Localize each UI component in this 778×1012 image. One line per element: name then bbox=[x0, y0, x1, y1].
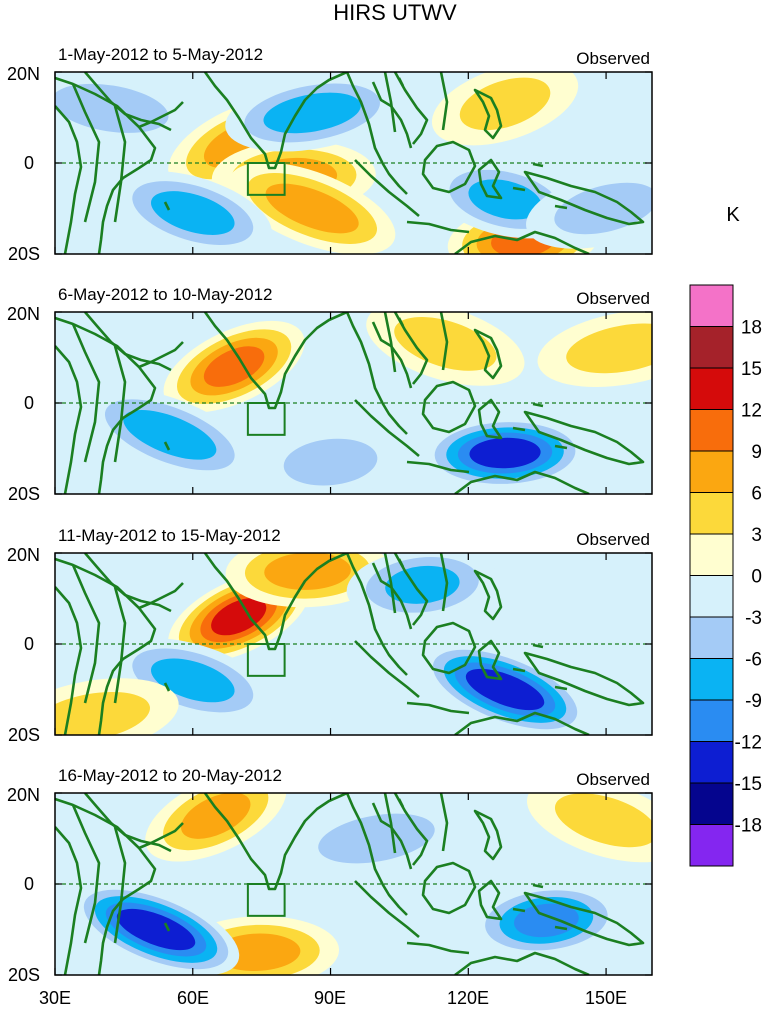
colorbar-swatch bbox=[689, 824, 734, 867]
colorbar-tick-label: 12 bbox=[741, 401, 762, 422]
anomaly-contour bbox=[123, 410, 217, 460]
anomaly-contour bbox=[554, 793, 652, 848]
anomaly-contour bbox=[394, 316, 497, 371]
anomaly-contour bbox=[469, 437, 541, 469]
panel-observed-tag: Observed bbox=[576, 289, 650, 308]
lat-label: 0 bbox=[24, 634, 34, 654]
lat-label: 20N bbox=[7, 304, 40, 324]
lat-label: 20N bbox=[7, 64, 40, 84]
colorbar-swatch bbox=[689, 409, 734, 452]
lat-label: 20N bbox=[7, 545, 40, 565]
colorbar-swatch bbox=[689, 616, 734, 659]
panel-observed-tag: Observed bbox=[576, 770, 650, 789]
panel-observed-tag: Observed bbox=[576, 530, 650, 549]
anomaly-contour bbox=[116, 908, 196, 951]
longitude-axis: 30E 60E 90E 120E 150E bbox=[39, 988, 627, 1008]
study-region-box bbox=[246, 883, 286, 917]
colorbar-tick-label: -18 bbox=[735, 816, 762, 837]
map-panel-2: 20N 0 20S 6-May-2012 to 10-May-2012 Observed bbox=[7, 285, 653, 504]
colorbar-tick-label: 18 bbox=[741, 318, 762, 339]
colorbar-tick-label: -6 bbox=[745, 650, 762, 671]
anomaly-field bbox=[55, 72, 652, 254]
anomaly-contour bbox=[180, 793, 251, 839]
anomaly-contour bbox=[263, 92, 361, 134]
colorbar-tick-label: 6 bbox=[751, 484, 762, 505]
panel-observed-tag: Observed bbox=[576, 49, 650, 68]
lon-label-120e: 120E bbox=[447, 988, 489, 1008]
colorbar-swatch bbox=[689, 284, 734, 327]
figure-title: HIRS UTWV bbox=[333, 0, 457, 25]
study-region-box bbox=[246, 402, 286, 436]
anomaly-contour bbox=[566, 323, 652, 374]
anomaly-contour bbox=[150, 191, 235, 235]
anomaly-contour bbox=[459, 77, 551, 131]
colorbar-swatch bbox=[689, 782, 734, 825]
lon-label-150e: 150E bbox=[585, 988, 627, 1008]
lat-label: 20S bbox=[8, 484, 40, 504]
colorbar-swatch bbox=[689, 450, 734, 493]
study-region-box bbox=[246, 643, 286, 677]
colorbar-tick-label: 15 bbox=[741, 359, 762, 380]
colorbar-tick-label: 9 bbox=[751, 442, 762, 463]
panel-period-label: 1-May-2012 to 5-May-2012 bbox=[58, 45, 263, 64]
colorbar-swatch bbox=[689, 741, 734, 784]
lon-label-30e: 30E bbox=[39, 988, 71, 1008]
colorbar-swatch bbox=[689, 326, 734, 369]
colorbar-swatch bbox=[689, 658, 734, 701]
colorbar-tick-label: -12 bbox=[735, 733, 762, 754]
colorbar-swatch bbox=[689, 533, 734, 576]
colorbar-tick-label: -15 bbox=[735, 774, 762, 795]
colorbar: 18 15 12 9 6 3 0 -3 -6 -9 -12 -15 -18 bbox=[689, 284, 762, 867]
anomaly-contour bbox=[283, 438, 378, 486]
panel-period-label: 11-May-2012 to 15-May-2012 bbox=[58, 526, 281, 545]
colorbar-tick-label: -9 bbox=[745, 691, 762, 712]
map-panel-3: 20N 0 20S 11-May-2012 to 15-May-2012 Observe… bbox=[7, 526, 653, 745]
colorbar-swatch bbox=[689, 699, 734, 742]
colorbar-swatch bbox=[689, 367, 734, 410]
lat-label: 20N bbox=[7, 785, 40, 805]
colorbar-unit-label: K bbox=[726, 204, 740, 226]
map-panel-1: 20N 0 20S 1-May-2012 to 5-May-2012 Observed bbox=[7, 45, 653, 264]
anomaly-contour bbox=[465, 668, 545, 711]
panel-period-label: 6-May-2012 to 10-May-2012 bbox=[58, 285, 273, 304]
colorbar-swatch bbox=[689, 492, 734, 535]
lat-label: 20S bbox=[8, 965, 40, 985]
colorbar-tick-label: -3 bbox=[745, 608, 762, 629]
lon-label-90e: 90E bbox=[314, 988, 346, 1008]
lat-label: 20S bbox=[8, 725, 40, 745]
study-region-box bbox=[246, 162, 286, 196]
lat-label: 0 bbox=[24, 874, 34, 894]
lat-label: 0 bbox=[24, 153, 34, 173]
colorbar-swatch bbox=[689, 575, 734, 618]
anomaly-contour bbox=[55, 691, 150, 735]
anomaly-contour bbox=[211, 598, 267, 636]
map-panel-4: 20N 0 20S 16-May-2012 to 20-May-2012 Observe… bbox=[7, 766, 653, 985]
colorbar-tick-label: 0 bbox=[751, 567, 762, 588]
anomaly-contour bbox=[265, 183, 359, 234]
lon-label-60e: 60E bbox=[177, 988, 209, 1008]
lat-label: 0 bbox=[24, 393, 34, 413]
panel-period-label: 16-May-2012 to 20-May-2012 bbox=[58, 766, 282, 785]
colorbar-tick-label: 3 bbox=[751, 525, 762, 546]
anomaly-contour bbox=[554, 182, 652, 235]
lat-label: 20S bbox=[8, 244, 40, 264]
anomaly-contour bbox=[385, 565, 460, 604]
